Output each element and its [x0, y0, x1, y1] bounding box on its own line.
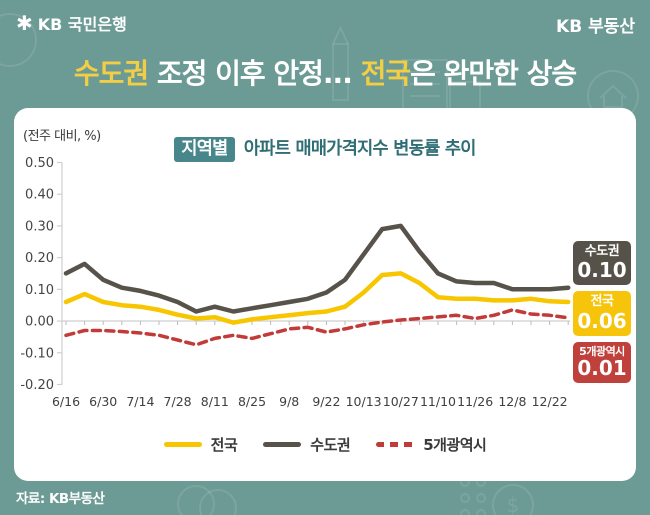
chart-title: 지역별 아파트 매매가격지수 변동률 추이: [14, 135, 636, 162]
side-badge: 5개광역시 0.01: [573, 341, 631, 384]
chart-card: (전주 대비, %) 지역별 아파트 매매가격지수 변동률 추이 0.50 0.4…: [14, 108, 636, 481]
kb-star-icon: ✱: [16, 11, 33, 35]
x-tick-label: 11/10: [420, 394, 456, 409]
legend-swatch: [376, 442, 415, 447]
legend-label: 수도권: [310, 436, 351, 454]
kb-real-estate-logo: KB 부동산: [556, 17, 635, 37]
x-tick-label: 10/13: [346, 394, 382, 409]
legend-item-전국: 전국: [163, 434, 238, 455]
side-badge-label: 수도권: [584, 244, 620, 259]
source-note: 자료: KB부동산: [16, 491, 105, 507]
x-tick-label: 11/26: [457, 394, 493, 409]
side-badge: 수도권 0.10: [573, 241, 631, 286]
x-tick-label: 10/27: [383, 394, 419, 409]
side-badge-value: 0.10: [577, 258, 627, 283]
coins-icon: [177, 485, 237, 515]
title-highlight-sudogwon: 수도권: [73, 57, 149, 90]
side-badge-value: 0.01: [577, 356, 627, 381]
y-tick-label: -0.10: [20, 346, 54, 361]
dollar-coin-icon: $: [492, 484, 534, 515]
svg-text:$: $: [507, 493, 520, 515]
series-line-5개광역시: [64, 308, 570, 347]
y-axis-unit-label: (전주 대비, %): [23, 129, 101, 144]
legend-label: 5개광역시: [423, 436, 487, 454]
side-badge: 전국 0.06: [573, 291, 631, 336]
title-highlight-jeonguk: 전국: [360, 57, 412, 90]
chart-title-badge: 지역별: [174, 137, 235, 162]
legend-swatch: [163, 442, 202, 447]
y-tick-label: 0.40: [25, 188, 54, 203]
side-badge-label: 전국: [590, 294, 614, 310]
x-tick-label: 12/22: [532, 394, 568, 409]
side-badge-label: 5개광역시: [579, 344, 625, 358]
y-tick-label: 0.30: [25, 219, 54, 234]
legend-label: 전국: [210, 436, 238, 454]
x-tick-label: 6/16: [52, 394, 80, 409]
x-tick-label: 12/8: [498, 394, 526, 409]
title-text-1: 조정 이후 안정...: [148, 57, 361, 90]
page-title: 수도권 조정 이후 안정... 전국은 완만한 상승: [0, 52, 650, 92]
x-tick-label: 9/22: [312, 394, 340, 409]
line-chart: 0.50 0.40 0.30 0.20 0.10 0.00 -0.10 -0.206/16 6/…: [20, 156, 571, 409]
x-tick-label: 8/25: [238, 394, 266, 409]
dots-grid-icon: [460, 477, 486, 515]
side-badge-value: 0.06: [577, 308, 627, 333]
y-tick-label: 0.50: [25, 156, 54, 171]
chart-legend: 전국 수도권 5개광역시: [14, 434, 636, 455]
legend-item-5개광역시: 5개광역시: [376, 434, 487, 455]
x-tick-label: 9/8: [279, 394, 299, 409]
legend-swatch: [263, 442, 302, 447]
y-tick-label: -0.20: [20, 378, 54, 393]
series-line-전국: [63, 271, 571, 325]
title-text-2: 은 완만한 상승: [410, 57, 577, 90]
kb-bank-logo: ✱ KB 국민은행: [16, 11, 127, 35]
y-tick-label: 0.10: [25, 283, 54, 298]
series-end-badges: 수도권 0.10 전국 0.06 5개광역시 0.01: [573, 241, 631, 389]
chart-title-text: 아파트 매매가격지수 변동률 추이: [238, 139, 476, 159]
kb-bank-logo-text: KB 국민은행: [37, 15, 127, 34]
x-tick-label: 6/30: [89, 394, 117, 409]
y-tick-label: 0.00: [25, 315, 54, 330]
y-tick-label: 0.20: [25, 251, 54, 266]
x-tick-label: 7/14: [126, 394, 154, 409]
x-tick-label: 7/28: [164, 394, 192, 409]
series-line-수도권: [63, 223, 571, 314]
legend-item-수도권: 수도권: [263, 434, 351, 455]
x-tick-label: 8/11: [201, 394, 229, 409]
